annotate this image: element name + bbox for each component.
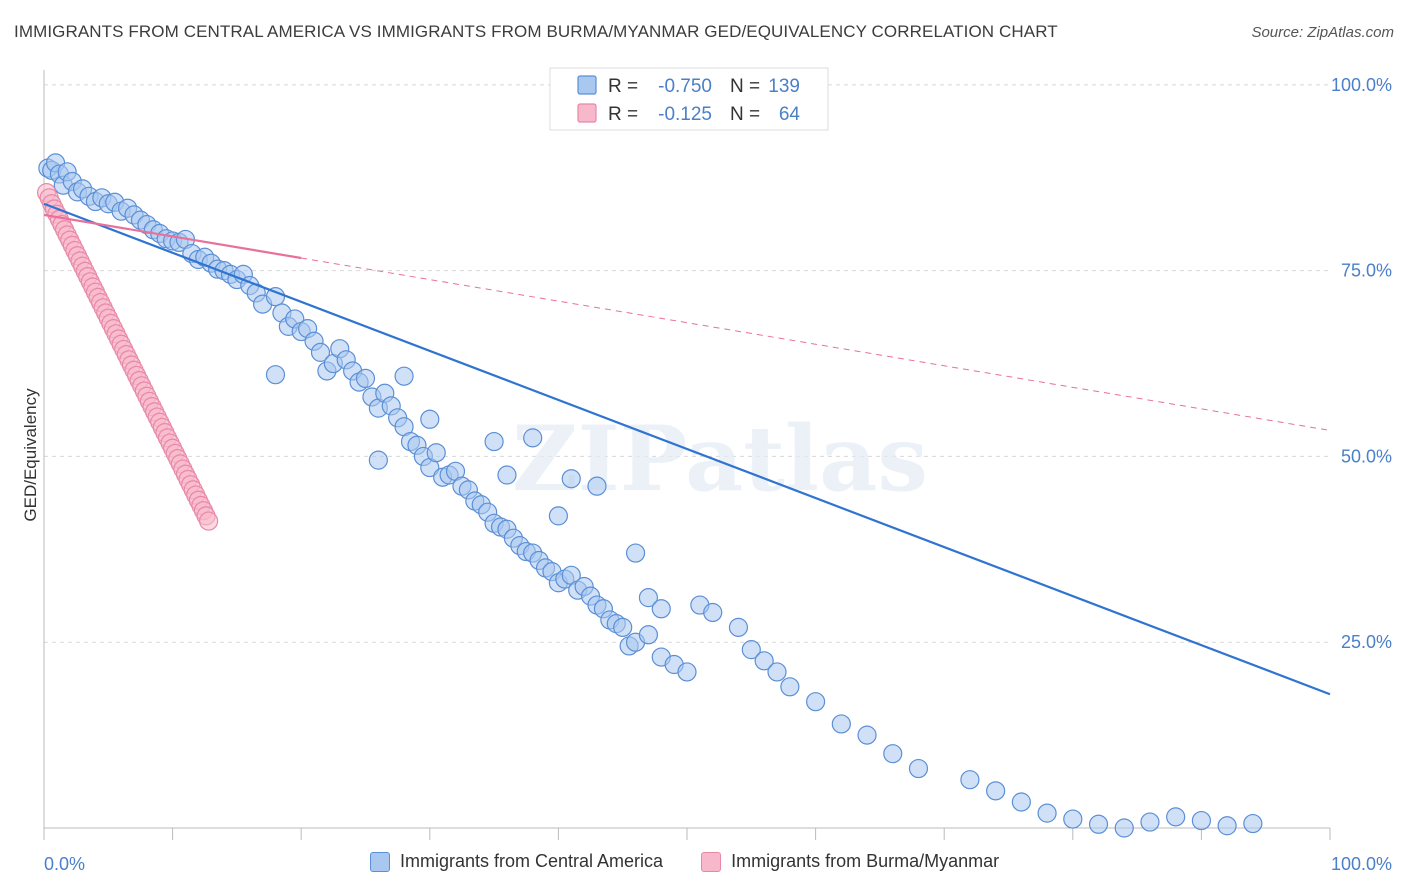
stats-n-label: N = xyxy=(730,76,760,97)
source-credit: Source: ZipAtlas.com xyxy=(1251,24,1394,41)
point-central-america xyxy=(908,758,929,779)
point-central-america xyxy=(1063,809,1083,829)
x-tick-label-max: 100.0% xyxy=(1331,854,1392,874)
stats-legend-swatch xyxy=(577,103,597,123)
point-central-america xyxy=(625,543,646,563)
stats-n-value: 139 xyxy=(768,76,800,97)
legend-item-central-america: Immigrants from Central America xyxy=(370,851,663,872)
stats-n-value: 64 xyxy=(779,104,801,125)
point-central-america xyxy=(1114,818,1134,838)
point-central-america xyxy=(420,409,440,429)
point-central-america xyxy=(265,365,286,385)
point-central-america xyxy=(587,476,607,496)
stats-n-label: N = xyxy=(730,104,760,125)
trendline-burma-myanmar-dashed xyxy=(301,257,1331,431)
point-central-america xyxy=(767,662,787,682)
point-central-america xyxy=(1217,816,1237,836)
stats-r-label: R = xyxy=(608,76,638,97)
point-central-america xyxy=(741,640,761,660)
y-tick-label: 50.0% xyxy=(1341,446,1392,466)
legend-label-burma-myanmar: Immigrants from Burma/Myanmar xyxy=(731,851,1000,871)
point-central-america xyxy=(1088,814,1109,834)
chart-title: IMMIGRANTS FROM CENTRAL AMERICA VS IMMIG… xyxy=(14,22,1058,41)
point-central-america xyxy=(394,366,414,386)
point-central-america xyxy=(1243,813,1263,834)
trendline-burma-myanmar-solid xyxy=(43,213,302,260)
stats-r-value: -0.125 xyxy=(658,104,712,125)
point-central-america xyxy=(638,625,659,645)
legend-swatch-pink xyxy=(701,851,722,872)
point-central-america xyxy=(960,770,980,790)
point-central-america xyxy=(310,342,331,362)
point-burma-myanmar xyxy=(199,511,219,531)
point-central-america xyxy=(1037,803,1057,823)
point-central-america xyxy=(368,450,388,470)
point-central-america xyxy=(754,651,774,671)
trendline-central-america xyxy=(43,202,1331,696)
point-central-america xyxy=(831,714,851,734)
y-tick-label: 75.0% xyxy=(1341,261,1392,281)
y-tick-label: 100.0% xyxy=(1331,75,1392,95)
point-central-america xyxy=(651,599,671,619)
point-central-america xyxy=(613,617,633,637)
point-central-america xyxy=(805,692,826,712)
point-central-america xyxy=(883,744,903,764)
point-central-america xyxy=(523,428,543,448)
legend-swatch-blue xyxy=(370,851,390,872)
point-central-america xyxy=(561,469,581,489)
bottom-legend: Immigrants from Central America Immigran… xyxy=(370,851,1027,872)
point-central-america xyxy=(728,617,749,637)
stats-r-value: -0.750 xyxy=(658,76,712,97)
point-central-america xyxy=(857,725,877,745)
point-central-america xyxy=(1166,807,1186,827)
y-axis-title: GED/Equivalency xyxy=(21,388,40,522)
y-tick-label: 25.0% xyxy=(1341,632,1392,652)
legend-item-burma-myanmar: Immigrants from Burma/Myanmar xyxy=(701,851,999,872)
point-central-america xyxy=(1140,812,1160,832)
point-central-america xyxy=(780,677,800,697)
stats-legend-swatch xyxy=(577,75,597,95)
legend-label-central-america: Immigrants from Central America xyxy=(400,851,664,871)
watermark: ZIPatlas xyxy=(512,406,928,512)
stats-r-label: R = xyxy=(608,104,638,125)
point-central-america xyxy=(497,465,517,485)
x-tick-label-min: 0.0% xyxy=(44,854,85,874)
point-central-america xyxy=(548,506,569,526)
point-central-america xyxy=(355,368,376,389)
point-central-america xyxy=(484,431,504,452)
point-central-america xyxy=(1011,792,1031,812)
point-central-america xyxy=(426,443,446,463)
point-central-america xyxy=(638,588,659,608)
point-central-america xyxy=(986,781,1006,801)
point-central-america xyxy=(703,602,723,623)
point-central-america xyxy=(1191,810,1212,831)
point-central-america xyxy=(677,662,697,682)
